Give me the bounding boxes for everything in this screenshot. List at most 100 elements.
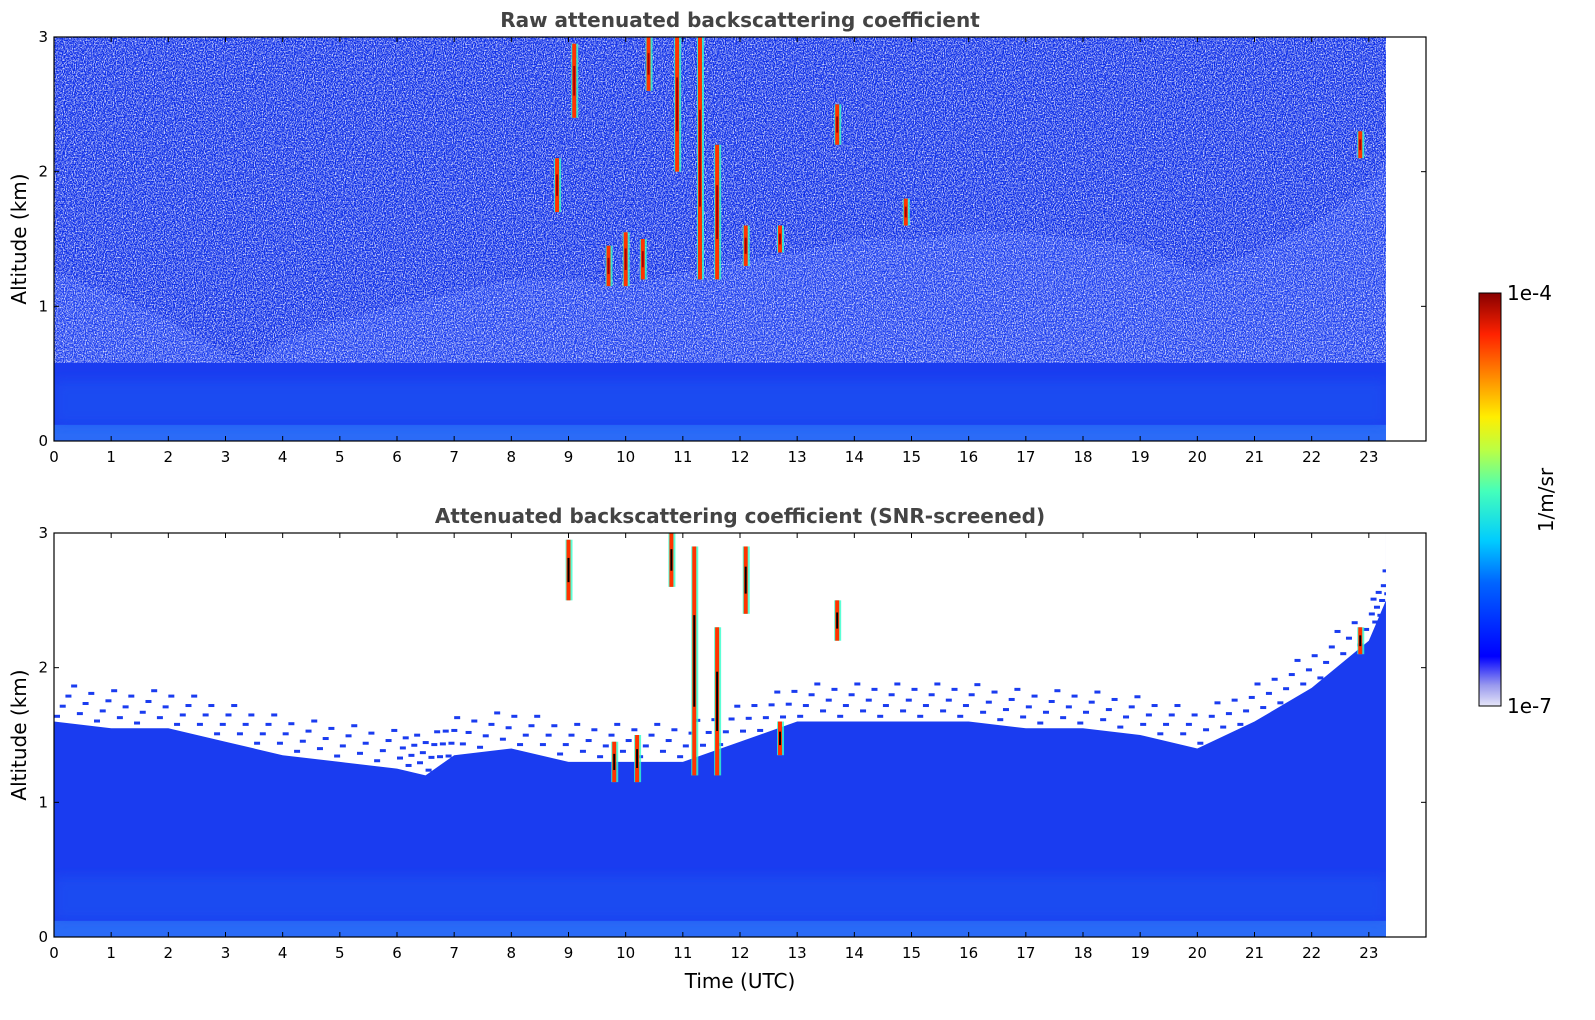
panel-raw-title: Raw attenuated backscattering coefficien…	[500, 8, 980, 32]
edge-speckle	[422, 741, 429, 745]
edge-speckle	[1373, 605, 1380, 609]
edge-speckle	[1243, 709, 1250, 713]
edge-speckle	[1372, 620, 1379, 624]
x-tick-label: 0	[49, 448, 59, 466]
edge-speckle	[1100, 718, 1107, 722]
cloud-core	[624, 248, 627, 270]
edge-speckle	[722, 730, 729, 734]
edge-speckle	[780, 715, 787, 719]
edge-speckle	[1237, 722, 1244, 726]
edge-speckle	[1191, 713, 1198, 717]
edge-speckle	[682, 744, 689, 748]
edge-speckle	[865, 698, 872, 702]
edge-speckle	[802, 704, 809, 708]
cloud-core	[613, 753, 616, 771]
x-tick-label: 12	[730, 448, 749, 466]
edge-speckle	[534, 714, 541, 718]
edge-speckle	[88, 691, 95, 695]
edge-speckle	[448, 741, 455, 745]
edge-speckle	[345, 734, 352, 738]
x-tick-label: 13	[788, 944, 807, 962]
edge-speckle	[665, 739, 672, 743]
edge-speckle	[974, 683, 981, 687]
edge-speckle	[951, 687, 958, 691]
edge-speckle	[242, 722, 249, 726]
edge-speckle	[911, 687, 918, 691]
edge-speckle	[1248, 695, 1255, 699]
edge-speckle	[517, 743, 524, 747]
edge-speckle	[1380, 584, 1387, 588]
edge-speckle	[445, 754, 452, 758]
edge-speckle	[1203, 728, 1210, 732]
edge-speckle	[980, 710, 987, 714]
edge-speckle	[202, 713, 209, 717]
edge-speckle	[751, 704, 758, 708]
edge-speckle	[1375, 590, 1382, 594]
edge-speckle	[477, 745, 484, 749]
edge-speckle	[111, 689, 118, 693]
x-tick-label: 2	[164, 944, 174, 962]
edge-speckle	[405, 763, 412, 767]
edge-speckle	[997, 718, 1004, 722]
edge-speckle	[1065, 705, 1072, 709]
edge-speckle	[1117, 725, 1124, 729]
edge-speckle	[820, 709, 827, 713]
edge-speckle	[374, 759, 381, 763]
colorbar: 1e-4 1e-7 1/m/sr	[1478, 281, 1558, 718]
edge-speckle	[411, 743, 418, 747]
edge-speckle	[391, 728, 398, 732]
edge-speckle	[642, 744, 649, 748]
cloud-core	[836, 116, 839, 133]
edge-speckle	[1077, 721, 1084, 725]
edge-speckle	[214, 732, 221, 736]
edge-speckle	[1151, 704, 1158, 708]
x-tick-label: 6	[392, 448, 402, 466]
y-tick-label: 2	[38, 659, 48, 677]
edge-speckle	[1008, 697, 1015, 701]
edge-speckle	[156, 716, 163, 720]
edge-speckle	[65, 694, 72, 698]
edge-speckle	[116, 716, 123, 720]
edge-speckle	[522, 733, 529, 737]
edge-speckle	[1271, 677, 1278, 681]
edge-speckle	[602, 744, 609, 748]
edge-speckle	[877, 714, 884, 718]
edge-speckle	[848, 693, 855, 697]
x-tick-label: 8	[507, 944, 517, 962]
edge-speckle	[1094, 690, 1101, 694]
edge-speckle	[1379, 598, 1386, 602]
x-tick-label: 15	[902, 448, 921, 466]
edge-speckle	[94, 719, 101, 723]
edge-speckle	[791, 689, 798, 693]
edge-speckle	[316, 747, 323, 751]
edge-speckle	[231, 704, 238, 708]
y-tick-label: 0	[38, 432, 48, 450]
x-tick-label: 21	[1245, 448, 1264, 466]
edge-speckle	[59, 704, 66, 708]
edge-speckle	[162, 705, 169, 709]
edge-speckle	[1351, 621, 1358, 625]
edge-speckle	[168, 694, 175, 698]
edge-speckle	[928, 693, 935, 697]
edge-speckle	[957, 714, 964, 718]
x-tick-label: 3	[221, 944, 231, 962]
x-tick-label: 23	[1359, 944, 1378, 962]
x-tick-label: 14	[845, 448, 864, 466]
edge-speckle	[677, 755, 684, 759]
edge-speckle	[631, 728, 638, 732]
x-axis-label: Time (UTC)	[684, 969, 796, 993]
edge-speckle	[1231, 698, 1238, 702]
edge-speckle	[1277, 701, 1284, 705]
x-tick-label: 9	[564, 944, 574, 962]
edge-speckle	[1060, 716, 1067, 720]
edge-speckle	[1214, 701, 1221, 705]
edge-speckle	[339, 744, 346, 748]
edge-speckle	[505, 726, 512, 730]
edge-speckle	[368, 731, 375, 735]
surface-band	[54, 424, 1386, 441]
edge-speckle	[417, 761, 424, 765]
edge-speckle	[179, 713, 186, 717]
edge-speckle	[888, 693, 895, 697]
x-tick-label: 11	[673, 448, 692, 466]
no-data-region	[1385, 533, 1426, 937]
